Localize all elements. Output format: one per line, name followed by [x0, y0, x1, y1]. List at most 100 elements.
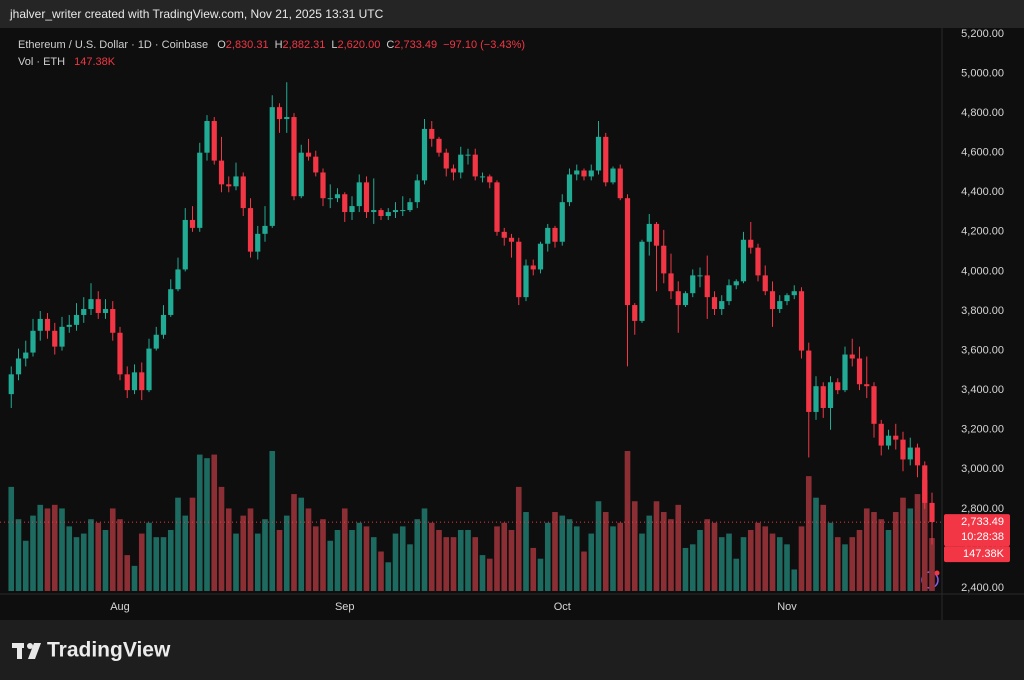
x-tick-label: Aug — [110, 601, 130, 613]
volume-bar — [167, 529, 174, 591]
volume-bar — [900, 497, 906, 591]
candle-body — [443, 152, 449, 169]
volume-bar — [385, 562, 392, 591]
volume-bar — [88, 519, 94, 591]
volume-bar — [225, 508, 232, 591]
candle-body — [516, 241, 522, 298]
candle-body — [168, 289, 174, 315]
volume-bar — [639, 533, 645, 591]
volume-bar — [856, 529, 863, 591]
candle-body — [197, 152, 203, 228]
y-tick-label: 3,200.00 — [961, 424, 1004, 436]
volume-bar — [921, 479, 928, 591]
volume-bar — [573, 526, 580, 591]
volume-bar — [508, 529, 515, 591]
volume-bar — [138, 533, 145, 591]
legend-value: 2,882.31 — [282, 39, 326, 51]
volume-bar — [805, 476, 812, 591]
volume-bar — [414, 519, 421, 591]
last-price-box — [944, 514, 1010, 547]
candle-body — [131, 372, 138, 391]
volume-bar — [697, 529, 703, 591]
volume-bar — [537, 558, 544, 591]
candle-body — [23, 352, 29, 359]
candle-body — [842, 354, 848, 391]
candle-body — [139, 372, 145, 391]
candle-body — [102, 309, 109, 313]
volume-bar — [762, 526, 769, 591]
y-tick-label: 4,600.00 — [961, 147, 1004, 159]
volume-bar — [929, 538, 935, 591]
candle-body — [334, 194, 341, 199]
volume-bar — [182, 515, 189, 591]
candle-body — [342, 194, 348, 213]
candle-body — [458, 154, 464, 173]
volume-bar — [211, 454, 218, 591]
candle-body — [15, 358, 22, 375]
candle-body — [247, 208, 254, 252]
candle-body — [610, 168, 616, 183]
candle-body — [81, 309, 87, 315]
volume-bar — [523, 512, 529, 591]
volume-bar — [660, 512, 667, 591]
candle-body — [66, 324, 72, 327]
volume-bar — [617, 522, 624, 591]
volume-bar — [733, 558, 740, 591]
volume-bar — [834, 537, 841, 591]
volume-bar — [878, 519, 885, 591]
volume-bar — [791, 569, 798, 591]
volume-bar — [399, 526, 406, 591]
candle-body — [661, 245, 667, 274]
candle-body — [305, 152, 312, 157]
volume-bar — [349, 529, 355, 591]
candle-body — [44, 318, 51, 331]
volume-bar — [849, 537, 856, 591]
volume-bar — [892, 512, 899, 591]
volume-bar — [95, 522, 102, 591]
volume-bar — [755, 522, 761, 591]
logo-part — [28, 643, 41, 659]
candle-body — [740, 239, 747, 282]
candle-body — [813, 386, 819, 412]
volume-bar — [436, 529, 442, 591]
candle-body — [885, 435, 892, 446]
y-tick-label: 4,200.00 — [961, 226, 1004, 238]
candle-body — [827, 382, 834, 408]
legend-row: Vol · ETH 147.38K — [18, 54, 525, 71]
volume-bar — [595, 501, 602, 591]
volume-bar — [653, 501, 660, 591]
legend: Ethereum / U.S. Dollar · 1D · Coinbase O… — [18, 37, 525, 71]
volume-bar — [566, 519, 573, 591]
volume-bar — [102, 529, 109, 591]
volume-bar — [552, 512, 558, 591]
candle-body — [255, 233, 261, 252]
candle-body — [704, 275, 710, 298]
candle-body — [566, 174, 573, 203]
candle-body — [233, 176, 239, 187]
candle-body — [363, 182, 370, 213]
volume-bar — [914, 494, 921, 591]
candle-body — [820, 386, 826, 408]
candle-body — [508, 237, 515, 242]
candle-body — [421, 128, 428, 181]
candle-body — [864, 384, 870, 387]
x-tick-label: Sep — [335, 601, 355, 613]
volume-bar — [15, 519, 22, 591]
candle-body — [711, 297, 718, 310]
candle-body — [878, 423, 884, 446]
candle-body — [160, 314, 167, 335]
legend-key: H — [274, 39, 283, 51]
candle-body — [922, 465, 928, 503]
volume-bar — [813, 497, 819, 591]
volume-bar — [196, 454, 203, 591]
candle-body — [900, 439, 906, 460]
y-tick-label: 3,400.00 — [961, 384, 1004, 396]
candle-body — [262, 225, 268, 234]
y-tick-label: 5,200.00 — [961, 28, 1004, 40]
candle-body — [327, 198, 333, 200]
volume-bar — [486, 558, 493, 591]
y-tick-label: 2,400.00 — [961, 582, 1004, 594]
candle-body — [595, 136, 602, 171]
candle-body — [755, 247, 761, 276]
